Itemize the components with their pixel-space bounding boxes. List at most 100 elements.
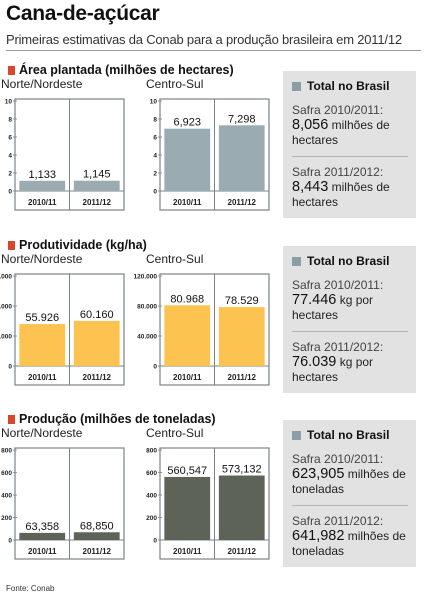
totals-label: Safra 2010/2011: xyxy=(292,278,384,292)
y-tick-label: 6 xyxy=(8,135,12,142)
chart-producao: Norte/Nordeste 0 200 400 600 800 63,358 2010/11… xyxy=(1,426,270,560)
section-title-text: Produtividade (kg/ha) xyxy=(19,238,147,252)
totals-item-2010: Safra 2010/2011: 8,056 milhões de hectar… xyxy=(292,103,408,148)
totals-value: 76.039 xyxy=(292,354,337,370)
data-label: 55.926 xyxy=(25,312,59,324)
panel-title: Norte/Nordeste xyxy=(1,426,83,440)
totals-item-2010: Safra 2010/2011: 77.446 kg por hectares xyxy=(292,278,408,323)
y-tick-label: 0 xyxy=(153,538,157,545)
bar xyxy=(164,128,211,191)
x-tick-label: 2010/11 xyxy=(28,373,57,382)
y-tick-label: 400 xyxy=(1,493,12,500)
x-tick-label: 2010/11 xyxy=(173,373,202,382)
section-marker-icon xyxy=(8,241,15,250)
totals-value: 77.446 xyxy=(292,292,337,308)
totals-unit: milhões de toneladas xyxy=(292,529,406,558)
bar xyxy=(73,180,120,191)
bar xyxy=(164,305,211,366)
section-marker-icon xyxy=(8,66,15,75)
x-tick-label: 2010/11 xyxy=(173,547,202,556)
bar xyxy=(218,475,265,540)
y-tick-label: 4 xyxy=(8,153,12,160)
y-tick-label: 200 xyxy=(1,515,12,522)
chart-produtividade: Norte/Nordeste 0 40.000 80.000 120.000 55.926… xyxy=(0,252,270,386)
totals-unit: kg por hectares xyxy=(292,293,374,322)
totals-box: Total no Brasil Safra 2010/2011: 623,905… xyxy=(283,420,416,567)
totals-label: Safra 2010/2011: xyxy=(292,103,384,117)
panel-title: Centro-Sul xyxy=(146,252,203,266)
panel-title: Norte/Nordeste xyxy=(1,252,83,266)
totals-swatch-icon xyxy=(292,82,301,91)
x-tick-label: 2011/12 xyxy=(83,547,112,556)
y-tick-label: 0 xyxy=(8,538,12,545)
panel-title: Norte/Nordeste xyxy=(1,77,83,91)
y-tick-label: 400 xyxy=(146,493,157,500)
section-title-text: Produção (milhões de toneladas) xyxy=(19,412,216,426)
totals-divider xyxy=(292,505,408,506)
totals-swatch-icon xyxy=(292,431,301,440)
totals-label: Safra 2011/2012: xyxy=(292,340,384,354)
y-tick-label: 8 xyxy=(153,117,157,124)
bar xyxy=(19,324,66,366)
totals-value: 641,982 xyxy=(292,528,345,544)
totals-title-text: Total no Brasil xyxy=(307,428,390,442)
data-label: 60.160 xyxy=(80,309,114,321)
x-tick-label: 2011/12 xyxy=(83,198,112,207)
totals-title: Total no Brasil xyxy=(292,254,408,268)
chart-area-plantada: Norte/Nordeste02468101,1332010/111,14520… xyxy=(1,77,270,211)
totals-item-2011: Safra 2011/2012: 8,443 milhões de hectar… xyxy=(292,165,408,210)
x-tick-label: 2010/11 xyxy=(28,547,57,556)
totals-label: Safra 2011/2012: xyxy=(292,514,384,528)
y-tick-label: 800 xyxy=(1,448,12,455)
y-tick-label: 0 xyxy=(153,364,157,371)
data-label: 1,145 xyxy=(83,169,111,181)
bar xyxy=(73,532,120,540)
y-tick-label: 6 xyxy=(153,135,157,142)
totals-item-2011: Safra 2011/2012: 76.039 kg por hectares xyxy=(292,340,408,385)
x-tick-label: 2011/12 xyxy=(228,547,257,556)
y-tick-label: 40.000 xyxy=(0,334,12,341)
data-label: 80.968 xyxy=(170,293,204,305)
data-label: 7,298 xyxy=(228,113,256,125)
totals-box: Total no Brasil Safra 2010/2011: 8,056 m… xyxy=(283,71,416,218)
y-tick-label: 600 xyxy=(1,470,12,477)
section-title: Produtividade (kg/ha) xyxy=(8,238,147,252)
totals-box: Total no Brasil Safra 2010/2011: 77.446 … xyxy=(283,246,416,393)
totals-swatch-icon xyxy=(292,257,301,266)
totals-title: Total no Brasil xyxy=(292,79,408,93)
data-label: 63,358 xyxy=(25,521,59,533)
y-tick-label: 0 xyxy=(153,189,157,196)
panel-title: Centro-Sul xyxy=(146,77,203,91)
totals-unit: milhões de hectares xyxy=(292,180,390,209)
totals-divider xyxy=(292,331,408,332)
totals-label: Safra 2010/2011: xyxy=(292,452,384,466)
y-tick-label: 40.000 xyxy=(137,334,157,341)
y-tick-label: 0 xyxy=(8,364,12,371)
x-tick-label: 2010/11 xyxy=(173,198,202,207)
totals-unit: milhões de toneladas xyxy=(292,467,406,496)
section-area-plantada: Área plantada (milhões de hectares) Nort… xyxy=(0,63,427,223)
y-tick-label: 10 xyxy=(150,99,158,106)
totals-divider xyxy=(292,156,408,157)
y-tick-label: 600 xyxy=(146,470,157,477)
totals-unit: milhões de hectares xyxy=(292,118,390,147)
section-title: Produção (milhões de toneladas) xyxy=(8,412,216,426)
section-marker-icon xyxy=(8,415,15,424)
page-subtitle: Primeiras estimativas da Conab para a pr… xyxy=(6,32,402,47)
y-tick-label: 80.000 xyxy=(0,304,12,311)
y-tick-label: 80.000 xyxy=(137,304,157,311)
data-label: 68,850 xyxy=(80,520,114,532)
totals-value: 623,905 xyxy=(292,466,345,482)
data-label: 1,133 xyxy=(28,169,56,181)
header-rule xyxy=(6,50,421,51)
y-tick-label: 120.000 xyxy=(134,274,158,281)
totals-value: 8,443 xyxy=(292,179,329,195)
totals-unit: kg por hectares xyxy=(292,355,374,384)
y-tick-label: 800 xyxy=(146,448,157,455)
section-produtividade: Produtividade (kg/ha) Norte/Nordeste 0 40.… xyxy=(0,238,427,398)
y-tick-label: 0 xyxy=(8,189,12,196)
source-note: Fonte: Conab xyxy=(6,584,55,593)
totals-title-text: Total no Brasil xyxy=(307,254,390,268)
bar xyxy=(19,180,66,191)
x-tick-label: 2011/12 xyxy=(228,373,257,382)
